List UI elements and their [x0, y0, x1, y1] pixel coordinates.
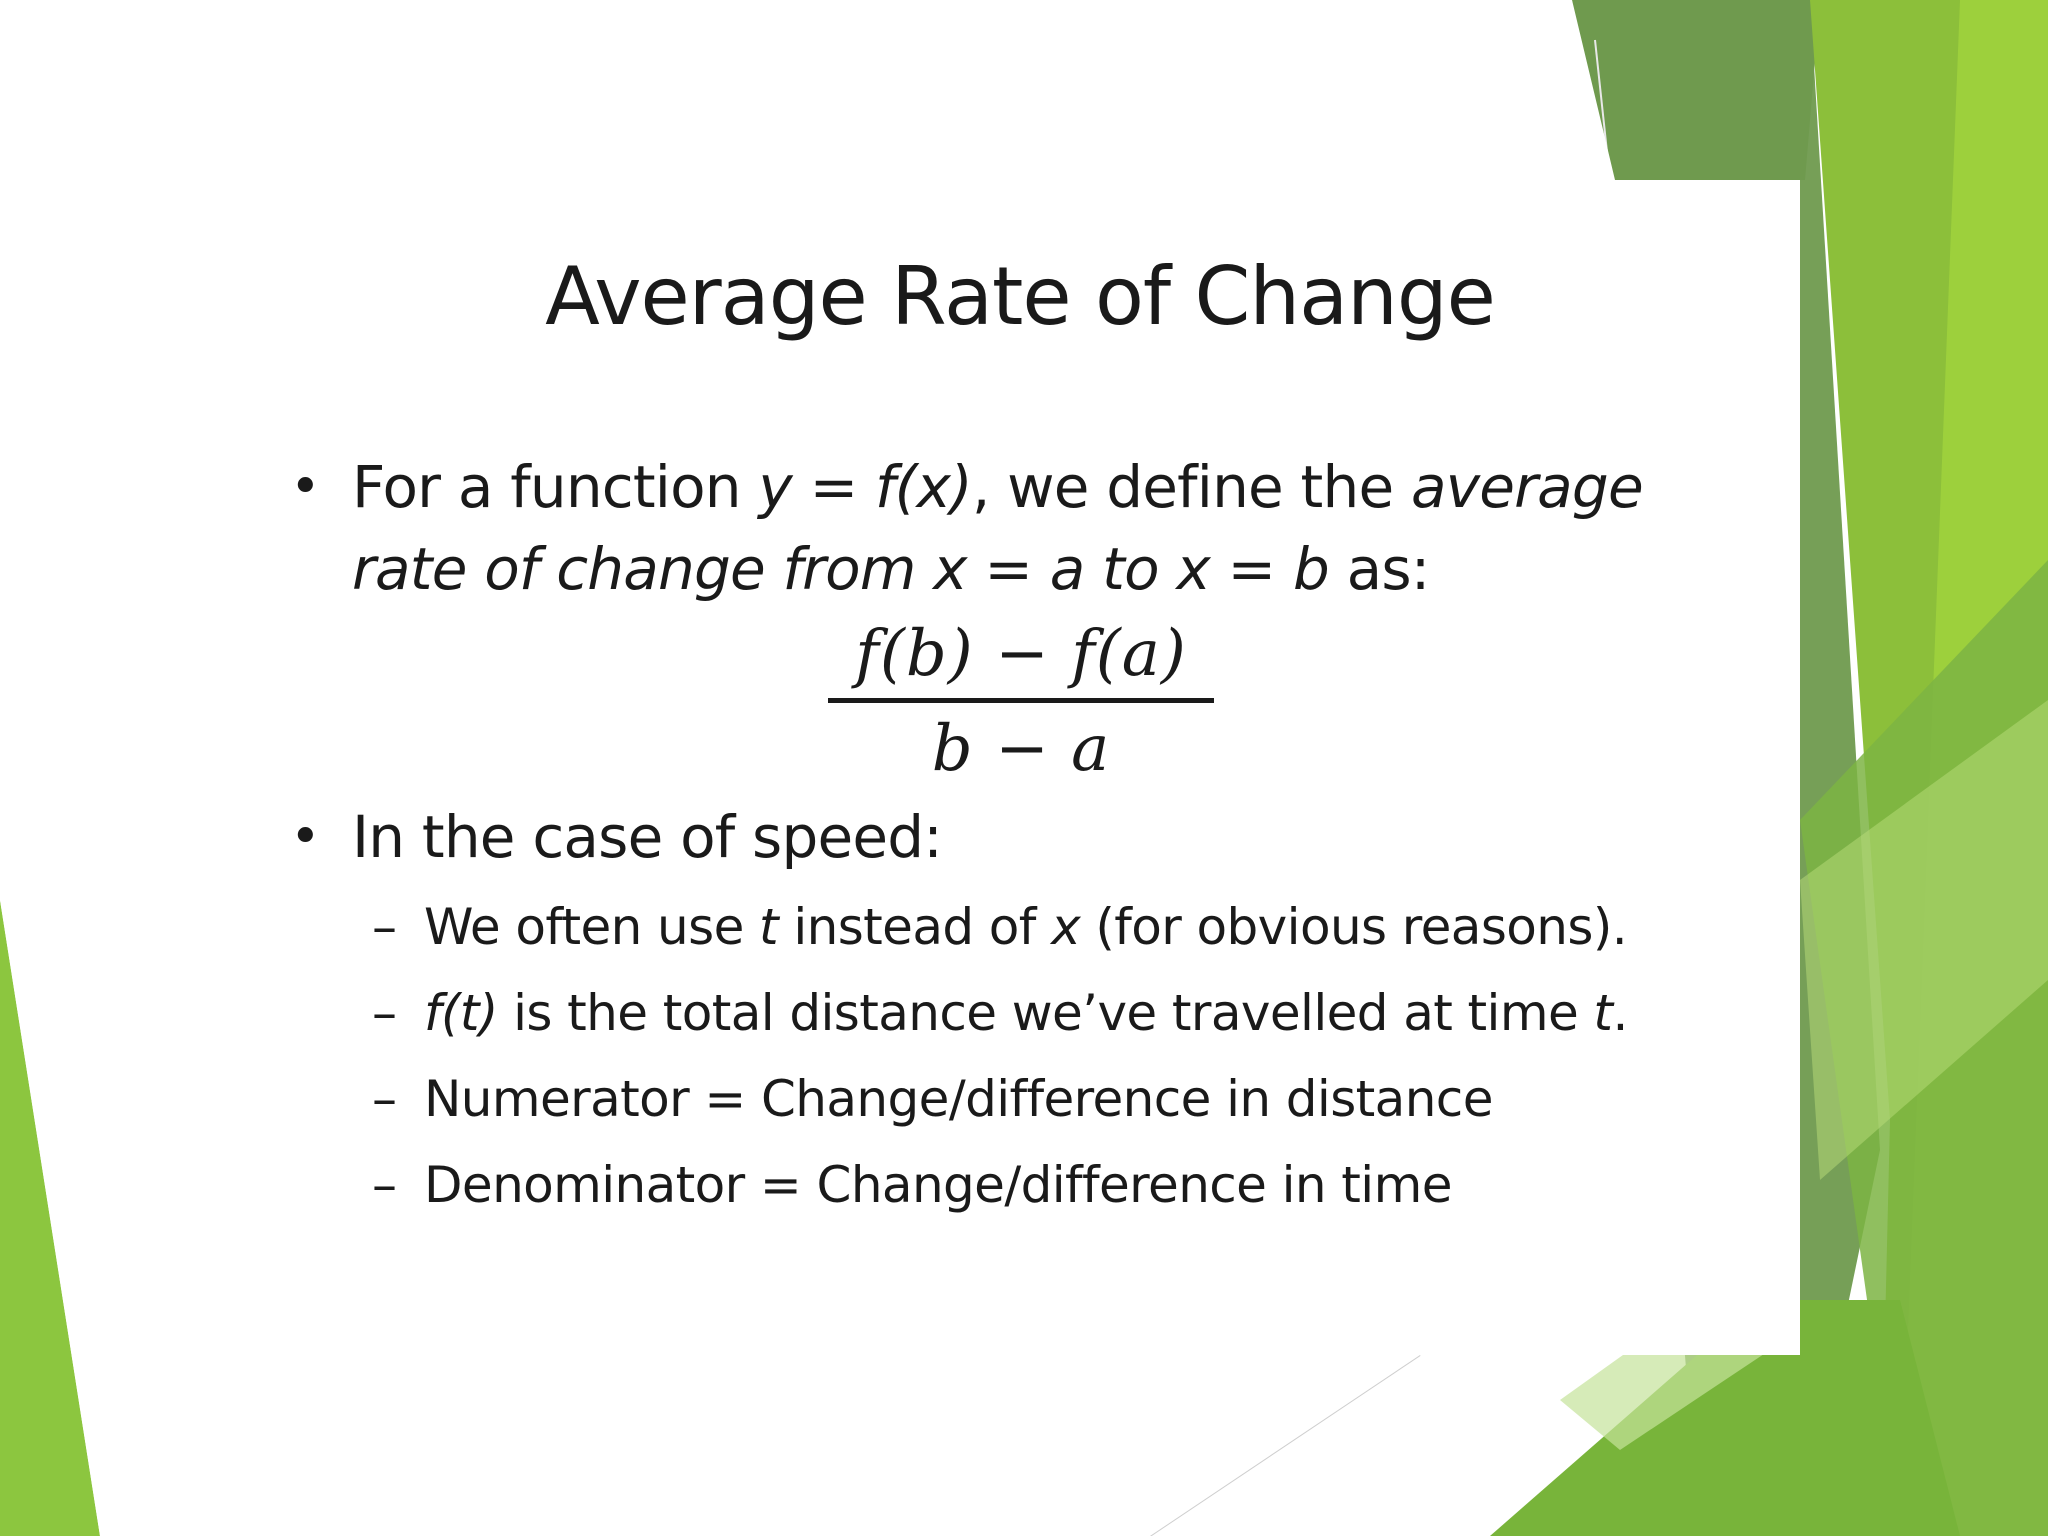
sub-item-text: instead of [778, 898, 1052, 956]
rate-of-change-formula: f(b) − f(a) b − a [828, 612, 1214, 789]
slide-title-text: Average Rate of Change [545, 250, 1496, 343]
slide-title: Average Rate of Change [0, 250, 2048, 343]
dash-icon: – [372, 1070, 397, 1128]
bullet1-function-notation: y = f(x) [758, 453, 972, 521]
dash-icon: – [372, 1156, 397, 1214]
dash-icon: – [372, 898, 397, 956]
formula-numerator: f(b) − f(a) [855, 617, 1187, 691]
sub-item-var-t: t [1593, 984, 1613, 1042]
bullet1-text-c: as: [1329, 535, 1431, 603]
right-pale-wedge [1800, 700, 2048, 1180]
sub-item-denominator: – Denominator = Change/difference in tim… [372, 1142, 1628, 1228]
speed-sub-list: – We often use t instead of x (for obvio… [372, 884, 1628, 1228]
sub-item-function-ft: f(t) [424, 984, 498, 1042]
bullet2-text: In the case of speed: [352, 803, 943, 871]
dash-icon: – [372, 984, 397, 1042]
sub-item-text: We often use [424, 898, 760, 956]
bullet1-text-b: , we define the [971, 453, 1411, 521]
bullet-definition: • For a function y = f(x), we define the… [290, 446, 1732, 610]
sub-item-distance: – f(t) is the total distance we’ve trave… [372, 970, 1628, 1056]
formula-denominator: b − a [931, 712, 1111, 786]
bullet1-term: average rate of change from x = a to x =… [352, 453, 1644, 603]
sub-item-text: (for obvious reasons). [1080, 898, 1628, 956]
fraction-bar [828, 698, 1214, 703]
bullet-speed: • In the case of speed: [290, 796, 943, 878]
right-olive-top [1572, 0, 1820, 180]
bullet1-text-a: For a function [352, 453, 759, 521]
sub-item-text: Numerator = Change/difference in distanc… [424, 1070, 1493, 1128]
sub-item-variable: – We often use t instead of x (for obvio… [372, 884, 1628, 970]
sub-item-var-t: t [759, 898, 779, 956]
bullet-dot-icon: • [290, 457, 321, 517]
sub-item-text: is the total distance we’ve travelled at… [497, 984, 1594, 1042]
sub-item-numerator: – Numerator = Change/difference in dista… [372, 1056, 1628, 1142]
bullet-dot-icon: • [290, 807, 321, 867]
sub-item-text: Denominator = Change/difference in time [424, 1156, 1452, 1214]
bottom-right-wedge [1490, 1300, 1960, 1536]
sub-item-var-x: x [1051, 898, 1081, 956]
sub-item-text: . [1612, 984, 1628, 1042]
